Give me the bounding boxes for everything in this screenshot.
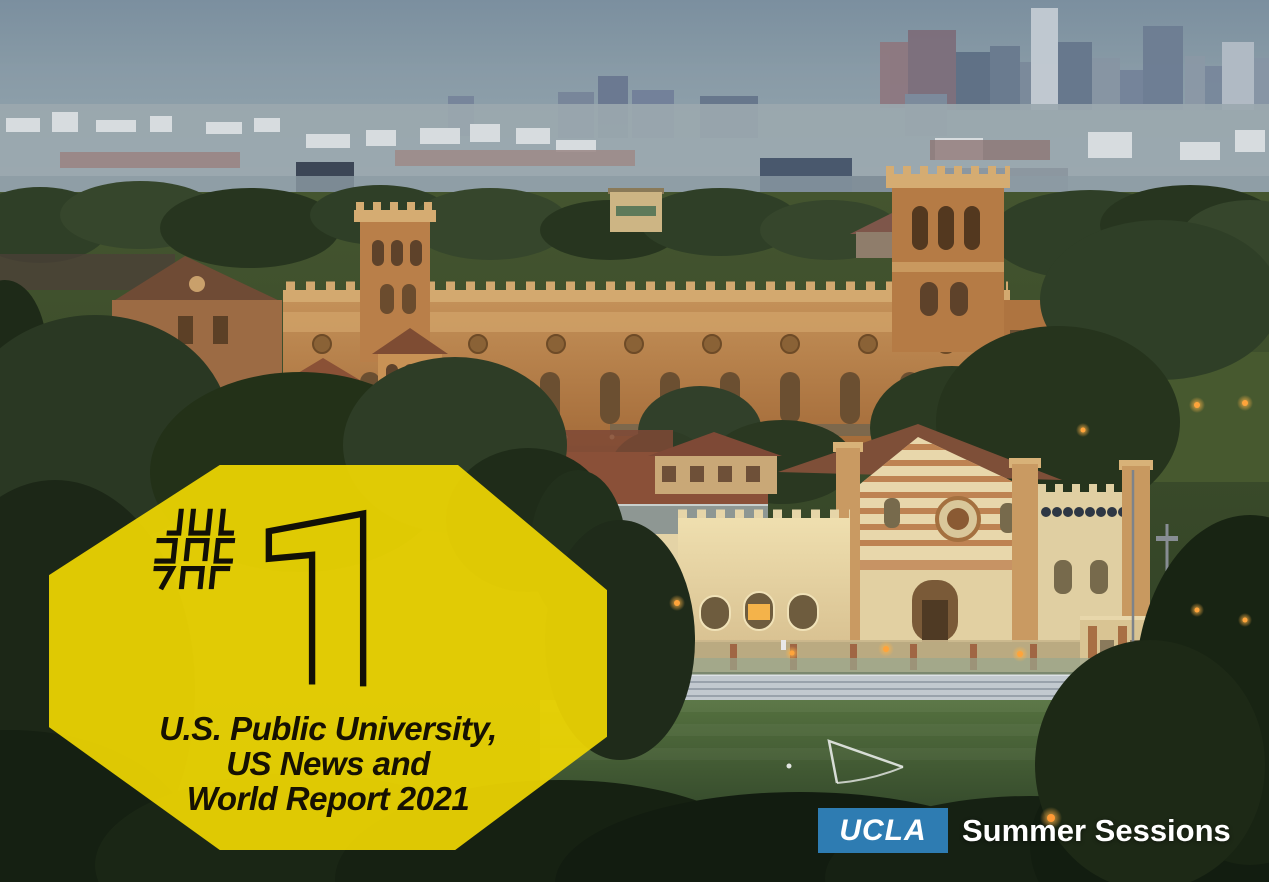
numeral-one-icon	[265, 509, 367, 687]
badge-caption-line2: US News and	[226, 745, 430, 782]
ucla-wordmark-box: UCLA	[818, 808, 948, 853]
program-name: Summer Sessions	[962, 812, 1231, 848]
badge-caption-line1: U.S. Public University,	[159, 710, 497, 747]
badge-caption: U.S. Public University, US News and Worl…	[49, 711, 607, 816]
ucla-summer-sessions-logo: UCLA Summer Sessions	[818, 808, 1231, 853]
rank-badge: #1 U.S. Public University, US News and W…	[49, 465, 607, 850]
ucla-wordmark: UCLA	[839, 813, 927, 847]
badge-caption-line3: World Report 2021	[186, 780, 470, 817]
hashtag-icon	[153, 508, 236, 591]
